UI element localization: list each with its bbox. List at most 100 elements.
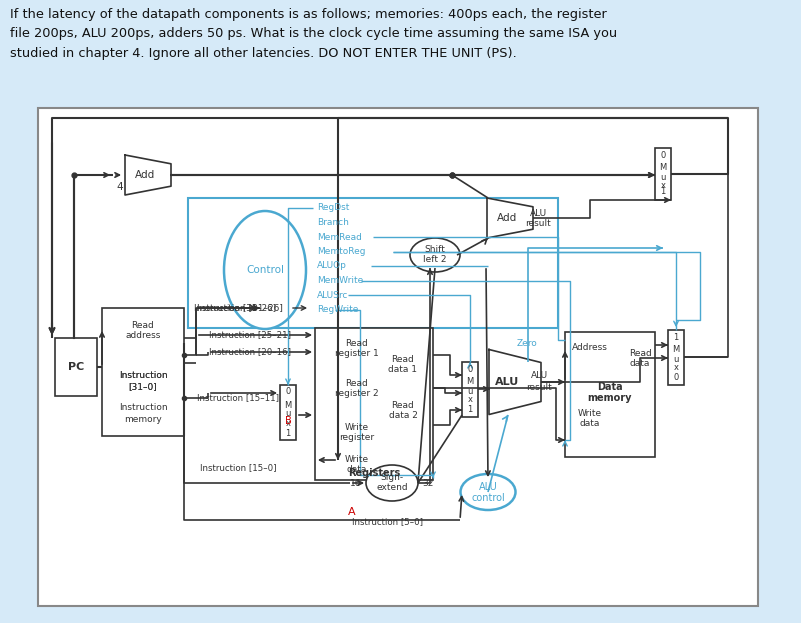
Text: Add: Add (135, 170, 155, 180)
Text: u: u (285, 409, 291, 419)
Text: control: control (471, 493, 505, 503)
Text: 16: 16 (350, 478, 362, 488)
Text: Read: Read (345, 340, 368, 348)
Bar (280, 385, 296, 440)
Text: 1: 1 (660, 188, 666, 196)
Text: Instruction: Instruction (119, 371, 167, 381)
Text: PC: PC (68, 362, 84, 372)
Bar (38, 108, 758, 606)
Text: extend: extend (376, 483, 408, 493)
Bar (655, 148, 671, 200)
Text: Registers: Registers (348, 468, 400, 478)
Text: left 2: left 2 (423, 255, 447, 265)
Text: Instruction [15–0]: Instruction [15–0] (200, 464, 276, 472)
Text: ALUOp: ALUOp (317, 262, 347, 270)
Text: data: data (580, 419, 600, 429)
Text: Data: Data (598, 382, 623, 392)
Polygon shape (489, 350, 541, 414)
Text: 0: 0 (660, 151, 666, 161)
Text: data 2: data 2 (388, 412, 417, 421)
Text: memory: memory (124, 414, 162, 424)
Ellipse shape (410, 238, 460, 272)
Text: ALU: ALU (479, 482, 497, 492)
Text: Read: Read (345, 379, 368, 389)
Bar (462, 362, 478, 417)
Text: Shift: Shift (425, 245, 445, 255)
Text: A: A (348, 507, 356, 517)
Text: Instruction [15–11]: Instruction [15–11] (197, 394, 279, 402)
Text: data 1: data 1 (388, 366, 417, 374)
Text: Instruction [25–21]: Instruction [25–21] (209, 330, 291, 340)
Text: data: data (347, 465, 367, 475)
Text: ALU: ALU (495, 377, 519, 387)
Text: Read: Read (131, 321, 155, 330)
Text: register: register (340, 434, 375, 442)
Text: ALUSrc: ALUSrc (317, 290, 348, 300)
Text: Add: Add (497, 213, 517, 223)
Text: M: M (672, 346, 679, 354)
Bar (315, 328, 433, 480)
Text: Write: Write (345, 424, 369, 432)
Text: u: u (467, 386, 473, 396)
Text: Instruction: Instruction (119, 404, 167, 412)
Text: RegWrite: RegWrite (317, 305, 358, 314)
Text: Read: Read (629, 350, 651, 358)
Text: data: data (630, 359, 650, 368)
Text: 1: 1 (467, 406, 473, 414)
Text: 32: 32 (422, 478, 433, 488)
Text: Instruction: Instruction (119, 371, 167, 381)
Bar (188, 198, 558, 328)
Ellipse shape (461, 474, 516, 510)
Text: 4: 4 (117, 182, 123, 192)
Text: result: result (525, 219, 551, 229)
Polygon shape (487, 198, 533, 238)
Text: M: M (659, 163, 666, 173)
Text: x: x (468, 396, 473, 404)
Text: M: M (466, 378, 473, 386)
Text: RegDst: RegDst (317, 204, 349, 212)
Bar (102, 308, 184, 436)
Text: 0: 0 (674, 374, 678, 383)
Text: 0: 0 (285, 388, 291, 396)
Text: x: x (285, 419, 291, 427)
Text: B: B (284, 416, 292, 426)
Text: result: result (526, 383, 552, 391)
Text: [31–0]: [31–0] (129, 383, 157, 391)
Text: If the latency of the datapath components is as follows; memories: 400ps each, t: If the latency of the datapath component… (10, 8, 617, 60)
Text: Write: Write (578, 409, 602, 419)
Ellipse shape (224, 211, 306, 329)
Text: Instruction [31–26]: Instruction [31–26] (194, 303, 276, 313)
Text: register 2: register 2 (335, 389, 379, 399)
Text: x: x (661, 181, 666, 191)
Text: Instruction [31–26]: Instruction [31–26] (197, 303, 283, 313)
Text: [31–0]: [31–0] (129, 383, 157, 391)
Text: 1: 1 (285, 429, 291, 437)
Text: M: M (284, 401, 292, 409)
Bar (565, 332, 655, 457)
Ellipse shape (366, 465, 418, 501)
Text: Read: Read (392, 401, 414, 411)
Text: memory: memory (588, 393, 632, 403)
Text: ALU: ALU (529, 209, 546, 219)
Text: Branch: Branch (317, 218, 349, 227)
Text: MemtoReg: MemtoReg (317, 247, 365, 256)
Text: Sign-: Sign- (380, 473, 404, 482)
Text: u: u (660, 173, 666, 181)
Polygon shape (125, 155, 171, 195)
Text: MemRead: MemRead (317, 232, 362, 242)
Text: Zero: Zero (517, 340, 537, 348)
Text: ALU: ALU (530, 371, 548, 381)
Text: x: x (674, 363, 678, 373)
Text: register 1: register 1 (335, 350, 379, 358)
Text: Read: Read (392, 356, 414, 364)
Text: MemWrite: MemWrite (317, 276, 363, 285)
Text: u: u (674, 354, 678, 363)
Text: Control: Control (246, 265, 284, 275)
Text: Address: Address (572, 343, 608, 353)
Text: Write: Write (345, 455, 369, 465)
Text: 0: 0 (467, 364, 473, 374)
Text: Instruction [5–0]: Instruction [5–0] (352, 518, 423, 526)
Text: address: address (125, 331, 161, 341)
Text: Instruction [20–16]: Instruction [20–16] (209, 348, 291, 356)
Bar (55, 338, 97, 396)
